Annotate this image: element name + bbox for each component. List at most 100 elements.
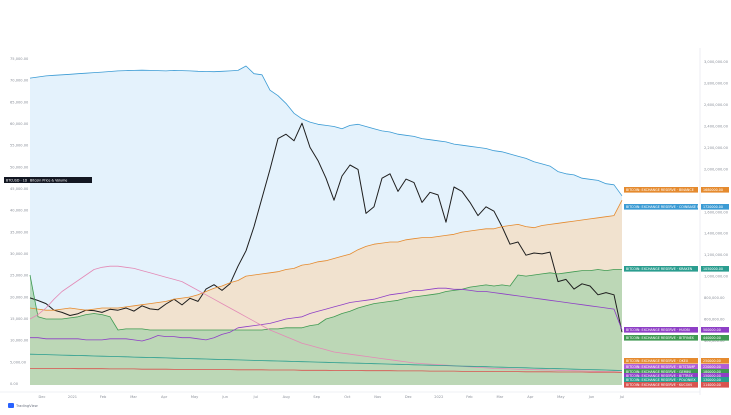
value-tag-value: 114000.00 bbox=[703, 383, 721, 387]
right-axis-tick: 2,000,000.00 bbox=[704, 167, 729, 171]
value-tag-box bbox=[624, 327, 698, 333]
left-axis-tick: 65,000.00 bbox=[10, 100, 29, 104]
left-axis-tick: 55,000.00 bbox=[10, 144, 29, 148]
value-tag-value-box bbox=[701, 335, 729, 341]
value-tag-value-box bbox=[701, 266, 729, 272]
left-axis-tick: 10,000.00 bbox=[10, 339, 29, 343]
right-axis-tick: 1,600,000.00 bbox=[704, 210, 729, 214]
value-tag-box bbox=[624, 266, 698, 272]
value-tag-box bbox=[624, 335, 698, 341]
left-axis-tick: 35,000.00 bbox=[10, 230, 29, 234]
series-line-reserve-purple[interactable] bbox=[30, 287, 623, 342]
series-line-reserve-red[interactable] bbox=[30, 368, 623, 373]
value-tag[interactable]: BITCOIN: EXCHANGE RESERVE · BINANCE 16800… bbox=[624, 187, 729, 193]
value-tag-value-box bbox=[701, 204, 729, 210]
x-axis-tick: Apr bbox=[161, 395, 168, 399]
right-axis-tick: 2,200,000.00 bbox=[704, 146, 729, 150]
x-axis-tick: Jun bbox=[221, 395, 228, 399]
value-tag-label: BITCOIN: EXCHANGE RESERVE · BITTREX bbox=[626, 374, 694, 378]
value-tag-value: 130000.00 bbox=[703, 378, 721, 382]
value-tags: BITCOIN: EXCHANGE RESERVE · BINANCE 16800… bbox=[624, 187, 729, 388]
watermark-text: TradingView bbox=[15, 404, 38, 408]
value-tag-label: BITCOIN: EXCHANGE RESERVE · BITSTAMP bbox=[626, 365, 695, 369]
symbol-legend[interactable]: BTCUSD · 1D Bitcoin Price & Volume bbox=[4, 177, 92, 183]
value-tag-label: BITCOIN: EXCHANGE RESERVE · BINANCE bbox=[626, 188, 694, 192]
right-axis-tick: 400,000.00 bbox=[704, 339, 725, 343]
value-tag-value-box bbox=[701, 364, 729, 370]
right-axis-tick: 3,000,000.00 bbox=[704, 60, 729, 64]
right-axis-tick: 1,000,000.00 bbox=[704, 275, 729, 279]
value-tag-box bbox=[624, 187, 698, 193]
tradingview-logo-icon bbox=[8, 403, 14, 408]
right-axis-tick: 2,800,000.00 bbox=[704, 82, 729, 86]
x-axis-tick: Sep bbox=[313, 395, 320, 399]
x-axis-tick: Oct bbox=[344, 395, 351, 399]
series-line-reserve-green[interactable] bbox=[29, 269, 622, 331]
x-axis-tick: Apr bbox=[527, 395, 534, 399]
right-axis-tick: 800,000.00 bbox=[704, 296, 725, 300]
value-tag[interactable]: BITCOIN: EXCHANGE RESERVE · BITFINEX 4400… bbox=[624, 335, 729, 341]
value-tag[interactable]: BITCOIN: EXCHANGE RESERVE · GEMINI 180000… bbox=[624, 369, 729, 375]
series-line-reserve-orange[interactable] bbox=[29, 200, 623, 311]
value-tag-label: BITCOIN: EXCHANGE RESERVE · KUCOIN bbox=[626, 383, 692, 387]
right-axis-tick: 2,600,000.00 bbox=[704, 103, 729, 107]
value-tag-box bbox=[624, 364, 698, 370]
series-line-reserve-teal[interactable] bbox=[29, 353, 623, 371]
x-axis: Dec 2021 Feb Mar Apr May Jun Jul Aug Sep Oct Nov Dec… bbox=[0, 391, 700, 399]
left-axis-tick: 5,000.00 bbox=[10, 360, 27, 364]
value-tag-box bbox=[624, 373, 698, 379]
value-tag-value: 1050000.00 bbox=[703, 267, 723, 271]
x-axis-tick: 2022 bbox=[434, 395, 443, 399]
value-tag-value-box bbox=[701, 382, 729, 388]
value-tag-value-box bbox=[701, 327, 729, 333]
series-line-exchange-reserve[interactable] bbox=[29, 65, 623, 197]
value-tag[interactable]: BITCOIN: EXCHANGE RESERVE · OKEX 250000.0… bbox=[624, 358, 729, 364]
value-tag[interactable]: BITCOIN: EXCHANGE RESERVE · BITTREX 15000… bbox=[624, 373, 729, 379]
x-axis-tick: Dec bbox=[405, 395, 412, 399]
value-tag[interactable]: BITCOIN: EXCHANGE RESERVE · COINBASE PRO… bbox=[624, 204, 729, 210]
value-tag-box bbox=[624, 204, 698, 210]
series-line-price[interactable] bbox=[29, 122, 623, 333]
right-axis-tick: 600,000.00 bbox=[704, 318, 725, 322]
left-axis-tick: 40,000.00 bbox=[10, 209, 29, 213]
right-axis-tick: 1,200,000.00 bbox=[704, 253, 729, 257]
value-tag[interactable]: BITCOIN: EXCHANGE RESERVE · KRAKEN 105000… bbox=[624, 266, 729, 272]
value-tag-value-box bbox=[701, 358, 729, 364]
value-tag-value-box bbox=[701, 377, 729, 383]
value-tag-label: BITCOIN: EXCHANGE RESERVE · OKEX bbox=[626, 359, 689, 363]
series-line-reserve-pink[interactable] bbox=[29, 265, 623, 373]
right-axis-tick: 1,400,000.00 bbox=[704, 232, 729, 236]
value-tag-value: 500000.00 bbox=[703, 328, 721, 332]
value-tag[interactable]: BITCOIN: EXCHANGE RESERVE · BITSTAMP 2200… bbox=[624, 364, 729, 370]
left-axis-tick: 25,000.00 bbox=[10, 274, 29, 278]
value-tag-box bbox=[624, 377, 698, 383]
x-axis-tick: Nov bbox=[374, 395, 382, 399]
value-tag-value: 180000.00 bbox=[703, 370, 721, 374]
x-axis-tick: May bbox=[557, 395, 565, 399]
value-tag-value-box bbox=[701, 187, 729, 193]
value-tag[interactable]: BITCOIN: EXCHANGE RESERVE · POLONIEX 1300… bbox=[624, 377, 729, 383]
value-tag-box bbox=[624, 369, 698, 375]
x-axis-tick: Feb bbox=[100, 395, 107, 399]
value-tag-label: BITCOIN: EXCHANGE RESERVE · GEMINI bbox=[626, 370, 691, 374]
right-axis: 3,000,000.00 2,800,000.00 2,600,000.00 2,40… bbox=[699, 48, 729, 395]
series-fills bbox=[30, 66, 622, 385]
series-area-reserve-green bbox=[30, 269, 622, 385]
x-axis-tick: 2021 bbox=[68, 395, 77, 399]
value-tag[interactable]: BITCOIN: EXCHANGE RESERVE · KUCOIN 114000… bbox=[624, 382, 729, 388]
value-tag-value: 440000.00 bbox=[703, 336, 721, 340]
value-tag[interactable]: BITCOIN: EXCHANGE RESERVE · HUOBI 500000.… bbox=[624, 327, 729, 333]
symbol-legend-box bbox=[4, 177, 92, 183]
symbol-tag: BTCUSD · 1D bbox=[6, 178, 28, 182]
value-tag-value-box bbox=[701, 373, 729, 379]
left-axis-tick: 60,000.00 bbox=[10, 122, 29, 126]
value-tag-value: 1680000.00 bbox=[703, 188, 723, 192]
x-axis-tick: Jun bbox=[588, 395, 595, 399]
value-tag-label: BITCOIN: EXCHANGE RESERVE · KRAKEN bbox=[626, 267, 693, 271]
x-axis-tick: Jul bbox=[619, 395, 624, 399]
x-axis-tick: May bbox=[191, 395, 199, 399]
value-tag-label: BITCOIN: EXCHANGE RESERVE · HUOBI bbox=[626, 328, 690, 332]
value-tag-value: 1720000.00 bbox=[703, 205, 723, 209]
value-tag-box bbox=[624, 382, 698, 388]
